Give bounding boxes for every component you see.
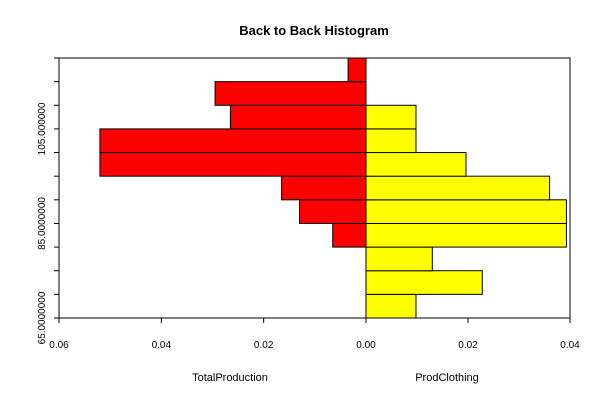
- axes-group: 65.0000000 85.0000000 105.000000 0.06 0.04 0.…: [37, 57, 580, 351]
- right-bar: [365, 152, 467, 177]
- x-tick-label: 0.04: [152, 340, 172, 351]
- right-series-axis-title: ProdClothing: [415, 372, 479, 384]
- x-tick-label: 0.02: [458, 340, 478, 351]
- left-bar: [281, 175, 367, 201]
- left-bars-group: [99, 57, 367, 248]
- right-bar: [365, 175, 551, 201]
- right-bar: [365, 199, 567, 224]
- right-bar: [365, 104, 417, 130]
- right-bar: [365, 293, 417, 319]
- y-tick-label: 65.0000000: [37, 291, 48, 344]
- x-tick-label: 0.00: [356, 340, 376, 351]
- left-bar: [229, 104, 367, 130]
- left-bar: [214, 81, 367, 106]
- right-bar: [365, 128, 417, 154]
- left-bar: [99, 128, 367, 154]
- left-bar: [347, 57, 367, 83]
- left-bar: [332, 222, 367, 248]
- right-bar: [365, 270, 483, 295]
- left-bar: [298, 199, 367, 224]
- plot-frame: [58, 57, 571, 319]
- left-bar: [99, 152, 367, 177]
- y-tick-label: 105.000000: [37, 102, 48, 155]
- y-tick-label: 85.0000000: [37, 197, 48, 250]
- x-tick-label: 0.02: [254, 340, 274, 351]
- right-bar: [365, 222, 567, 248]
- right-bar: [365, 246, 433, 272]
- left-series-axis-title: TotalProduction: [192, 372, 268, 384]
- right-bars-group: [365, 104, 567, 319]
- chart-title: Back to Back Histogram: [239, 23, 389, 38]
- x-tick-label: 0.04: [560, 340, 580, 351]
- x-tick-label: 0.06: [49, 340, 69, 351]
